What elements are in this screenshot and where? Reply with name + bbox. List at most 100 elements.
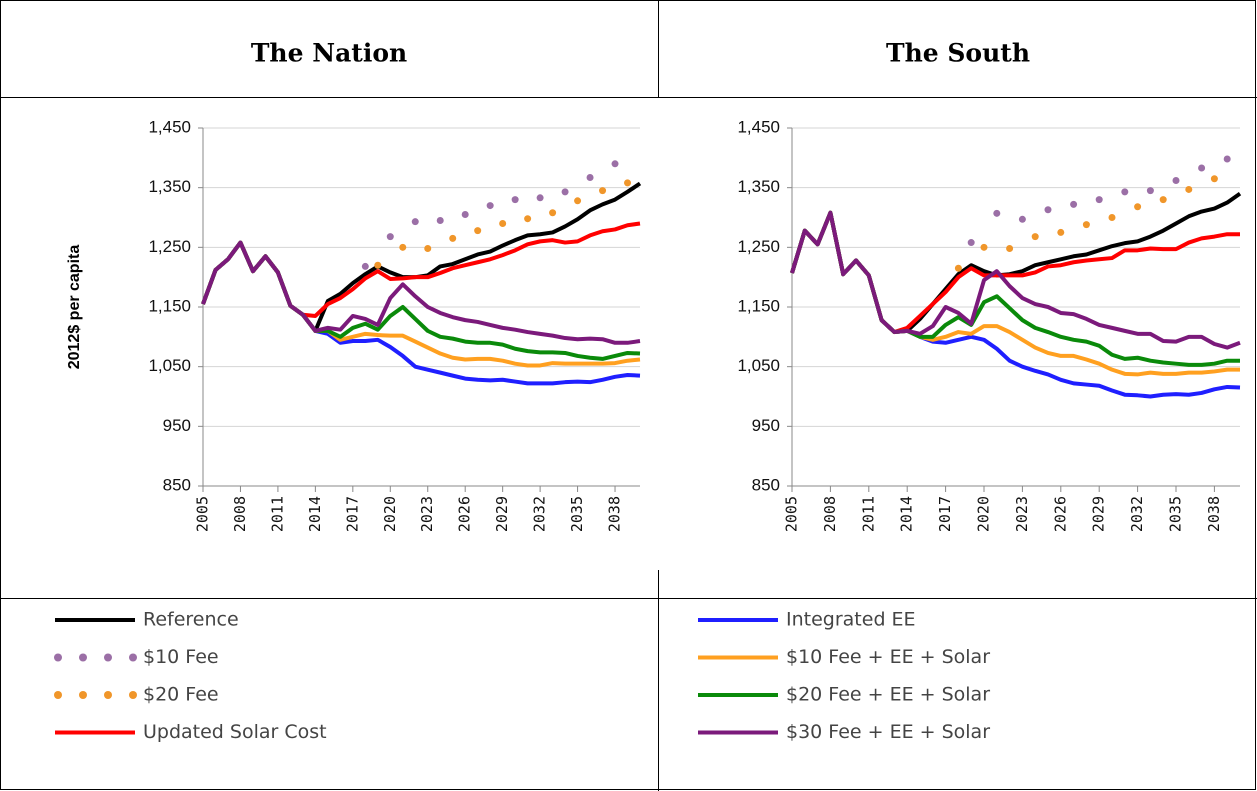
x-tick-label: 2008 <box>821 496 839 532</box>
data-point <box>361 262 369 270</box>
x-tick-label: 2014 <box>306 496 324 532</box>
y-tick-label: 1,050 <box>148 356 191 375</box>
legend-marker <box>79 653 87 662</box>
data-point <box>549 209 557 217</box>
data-point <box>511 196 519 204</box>
legend-label: $30 Fee + EE + Solar <box>786 721 990 743</box>
data-point <box>599 187 607 195</box>
data-point <box>1057 228 1065 236</box>
x-tick-label: 2014 <box>898 496 916 532</box>
y-tick-label: 1,350 <box>737 177 780 196</box>
x-tick-label: 2011 <box>859 496 877 532</box>
x-tick-label: 2005 <box>194 496 212 532</box>
y-tick-label: 1,250 <box>737 237 780 256</box>
data-point <box>474 227 482 235</box>
data-point <box>1031 233 1039 241</box>
x-tick-label: 2026 <box>456 496 474 532</box>
x-tick-label: 2023 <box>418 496 436 532</box>
y-tick-label: 1,350 <box>148 177 191 196</box>
data-point <box>1146 187 1154 195</box>
data-point <box>449 234 457 242</box>
x-tick-label: 2029 <box>493 496 511 532</box>
x-tick-label: 2005 <box>783 496 801 532</box>
x-tick-label: 2038 <box>1205 496 1223 532</box>
data-point <box>436 216 444 224</box>
data-point <box>374 261 382 269</box>
x-tick-label: 2038 <box>606 496 624 532</box>
y-tick-label: 950 <box>752 416 780 435</box>
x-tick-label: 2032 <box>531 496 549 532</box>
legend-label: $20 Fee + EE + Solar <box>786 684 990 706</box>
chart-title: The South <box>886 39 1030 68</box>
data-point <box>954 264 962 272</box>
data-point <box>980 243 988 251</box>
legend-label: $10 Fee <box>143 646 219 668</box>
legend-label: Updated Solar Cost <box>143 721 327 743</box>
data-point <box>1198 164 1206 172</box>
data-point <box>611 160 619 168</box>
chart-title: The Nation <box>251 39 407 68</box>
data-point <box>1159 196 1167 204</box>
x-tick-label: 2017 <box>343 496 361 532</box>
data-point <box>1121 188 1129 196</box>
x-tick-label: 2023 <box>1013 496 1031 532</box>
data-point <box>411 218 419 226</box>
data-point <box>524 215 532 223</box>
data-point <box>967 239 975 247</box>
x-tick-label: 2035 <box>568 496 586 532</box>
legend-marker <box>129 653 137 662</box>
y-tick-label: 1,250 <box>148 237 191 256</box>
data-point <box>624 179 632 187</box>
y-tick-label: 1,450 <box>148 117 191 136</box>
data-point <box>1108 214 1116 221</box>
y-tick-label: 1,050 <box>737 356 780 375</box>
legend-marker <box>54 653 62 662</box>
x-tick-label: 2020 <box>381 496 399 532</box>
x-tick-label: 2017 <box>936 496 954 532</box>
legend-label: Integrated EE <box>786 609 916 631</box>
data-point <box>1210 175 1218 183</box>
legend-marker <box>54 691 62 699</box>
y-axis-label: 2012$ per capita <box>66 245 83 370</box>
data-point <box>1185 185 1193 193</box>
series-line <box>201 240 641 345</box>
legend-marker <box>129 691 137 699</box>
data-point <box>1044 206 1052 214</box>
legend-marker <box>104 653 112 662</box>
data-point <box>499 219 507 227</box>
data-point <box>461 211 469 219</box>
y-tick-label: 850 <box>752 475 780 494</box>
legend-marker <box>79 691 87 699</box>
data-point <box>536 194 544 202</box>
y-tick-label: 1,150 <box>737 296 780 315</box>
series-line <box>790 210 1241 350</box>
data-point <box>561 188 569 196</box>
legend-marker <box>104 691 112 699</box>
y-tick-label: 950 <box>163 416 191 435</box>
x-tick-label: 2008 <box>231 496 249 532</box>
data-point <box>399 243 407 251</box>
data-point <box>993 209 1001 217</box>
x-tick-label: 2035 <box>1167 496 1185 532</box>
x-tick-label: 2032 <box>1128 496 1146 532</box>
data-point <box>1006 245 1014 253</box>
x-tick-label: 2029 <box>1090 496 1108 532</box>
data-point <box>1095 196 1103 204</box>
data-point <box>1082 221 1090 229</box>
data-point <box>586 174 594 182</box>
data-point <box>1018 215 1026 223</box>
data-point <box>1070 200 1078 208</box>
x-tick-label: 2011 <box>268 496 286 532</box>
y-tick-label: 1,150 <box>148 296 191 315</box>
y-tick-label: 1,450 <box>737 117 780 136</box>
y-tick-label: 850 <box>163 475 191 494</box>
data-point <box>486 202 494 210</box>
legend-label: $20 Fee <box>143 684 219 706</box>
x-tick-label: 2026 <box>1051 496 1069 532</box>
data-point <box>1172 177 1180 185</box>
data-point <box>574 197 582 205</box>
x-tick-label: 2020 <box>975 496 993 532</box>
data-point <box>424 245 432 253</box>
data-point <box>386 233 394 241</box>
